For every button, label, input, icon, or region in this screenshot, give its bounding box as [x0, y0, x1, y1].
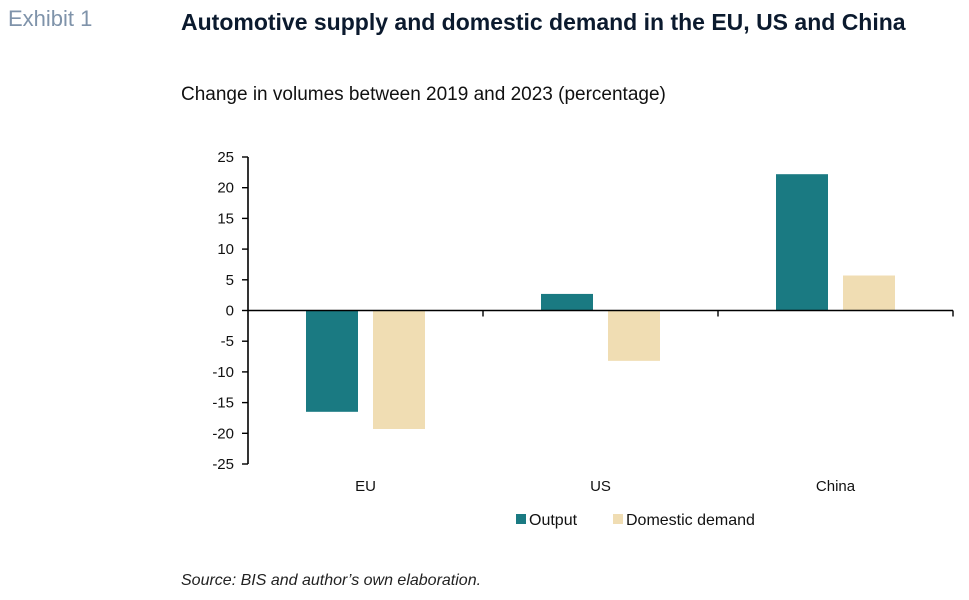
- y-tick-label: 5: [226, 272, 234, 289]
- legend-label-domestic-demand: Domestic demand: [626, 512, 755, 529]
- source-note: Source: BIS and author’s own elaboration…: [181, 572, 482, 589]
- exhibit-label: Exhibit 1: [8, 6, 93, 31]
- bar-domestic-demand-us: [608, 310, 660, 361]
- y-tick-label: -10: [212, 364, 234, 381]
- bar-output-china: [776, 174, 828, 311]
- legend-label-output: Output: [529, 512, 578, 529]
- y-tick-label: 25: [217, 149, 234, 166]
- y-tick-label: -15: [212, 395, 234, 412]
- legend-swatch-output: [516, 514, 526, 524]
- category-label-china: China: [816, 478, 856, 495]
- bar-domestic-demand-china: [843, 275, 895, 311]
- y-tick-label: -5: [221, 333, 234, 350]
- category-label-eu: EU: [355, 478, 376, 495]
- chart-title: Automotive supply and domestic demand in…: [181, 9, 906, 35]
- bar-domestic-demand-eu: [373, 310, 425, 430]
- legend-swatch-domestic-demand: [613, 514, 623, 524]
- y-tick-label: -20: [212, 425, 234, 442]
- y-tick-label: 10: [217, 241, 234, 258]
- y-tick-label: -25: [212, 456, 234, 473]
- bar-output-eu: [306, 310, 358, 412]
- chart-subtitle: Change in volumes between 2019 and 2023 …: [181, 84, 666, 105]
- y-tick-label: 15: [217, 210, 234, 227]
- y-tick-label: 0: [226, 303, 234, 320]
- y-tick-label: 20: [217, 180, 234, 197]
- bar-output-us: [541, 293, 593, 311]
- category-label-us: US: [590, 478, 611, 495]
